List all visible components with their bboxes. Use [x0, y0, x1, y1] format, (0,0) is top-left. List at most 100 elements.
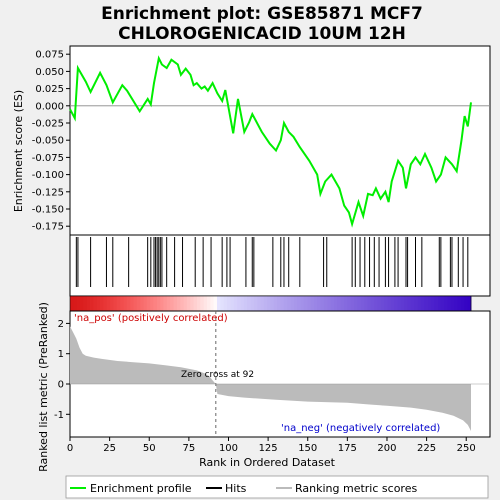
- heatmap-cell: [434, 296, 438, 311]
- heatmap-cell: [370, 296, 375, 311]
- heatmap-cell: [250, 296, 255, 311]
- x-tick-label: 50: [143, 443, 156, 454]
- heatmap-cell: [110, 296, 114, 311]
- heatmap-cell: [380, 296, 385, 311]
- es-ytick-label: -0.050: [32, 136, 64, 147]
- metric-axis-label: Ranked list metric (PreRanked): [37, 302, 50, 472]
- heatmap-cell: [297, 296, 301, 311]
- x-tick-label: 250: [457, 443, 476, 454]
- heatmap-cell: [183, 296, 188, 311]
- heatmap-cell: [233, 296, 238, 311]
- heatmap-cell: [457, 296, 462, 311]
- chart-title-line1: Enrichment plot: GSE85871 MCF7: [101, 4, 423, 24]
- heatmap-cell: [203, 296, 208, 311]
- heatmap-cell: [136, 296, 141, 311]
- heatmap-cell: [364, 296, 368, 311]
- heatmap-cell: [437, 296, 442, 311]
- x-tick-label: 100: [219, 443, 238, 454]
- x-tick-label: 125: [259, 443, 278, 454]
- heatmap-cell: [290, 296, 295, 311]
- heatmap-cell: [357, 296, 362, 311]
- heatmap-cell: [170, 296, 174, 311]
- es-ytick-label: -0.125: [32, 187, 64, 198]
- heatmap-cell: [263, 296, 268, 311]
- heatmap-cell: [253, 296, 258, 311]
- metric-ytick-label: 1: [58, 349, 64, 360]
- heatmap-cell: [344, 296, 348, 311]
- heatmap-cell: [467, 296, 472, 311]
- heatmap-cell: [220, 296, 225, 311]
- rank-heatmap-bar: [69, 295, 472, 312]
- es-ytick-label: 0.075: [35, 50, 64, 61]
- heatmap-cell: [113, 296, 118, 311]
- heatmap-cell: [103, 296, 108, 311]
- heatmap-cell: [303, 296, 308, 311]
- heatmap-cell: [287, 296, 291, 311]
- heatmap-cell: [116, 296, 121, 311]
- heatmap-cell: [180, 296, 185, 311]
- es-ytick-label: 0.000: [35, 101, 64, 112]
- heatmap-cell: [407, 296, 412, 311]
- es-axis-label: Enrichment score (ES): [12, 90, 25, 212]
- heatmap-cell: [237, 296, 241, 311]
- heatmap-cell: [126, 296, 131, 311]
- metric-ytick-label: -1: [54, 410, 64, 421]
- heatmap-cell: [320, 296, 325, 311]
- heatmap-cell: [90, 296, 94, 311]
- heatmap-cell: [390, 296, 395, 311]
- heatmap-cell: [273, 296, 278, 311]
- heatmap-cell: [267, 296, 271, 311]
- heatmap-cell: [440, 296, 445, 311]
- heatmap-cell: [420, 296, 425, 311]
- heatmap-cell: [300, 296, 305, 311]
- heatmap-cell: [454, 296, 459, 311]
- heatmap-cell: [227, 296, 231, 311]
- heatmap-cell: [176, 296, 181, 311]
- heatmap-cell: [230, 296, 235, 311]
- heatmap-cell: [404, 296, 408, 311]
- es-ytick-label: -0.150: [32, 205, 64, 216]
- x-tick-label: 25: [103, 443, 116, 454]
- heatmap-cell: [384, 296, 388, 311]
- heatmap-cell: [367, 296, 372, 311]
- x-tick-label: 75: [183, 443, 196, 454]
- heatmap-cell: [166, 296, 171, 311]
- ranking-metric-area: [70, 326, 471, 431]
- heatmap-cell: [210, 296, 215, 311]
- heatmap-cell: [143, 296, 148, 311]
- heatmap-cell: [217, 296, 221, 311]
- heatmap-cell: [80, 296, 84, 311]
- enrichment-profile-line: [69, 55, 472, 228]
- heatmap-cell: [123, 296, 128, 311]
- legend-hits-label: Hits: [225, 482, 247, 495]
- rank-x-ticks: 0 25 50 75 100 125 150 175 200 225 250: [67, 437, 476, 454]
- heatmap-cell: [83, 296, 88, 311]
- x-tick-label: 200: [377, 443, 396, 454]
- metric-ytick-label: 0: [58, 380, 64, 391]
- heatmap-cell: [400, 296, 405, 311]
- heatmap-cell: [317, 296, 322, 311]
- heatmap-cell: [247, 296, 251, 311]
- heatmap-cell: [293, 296, 298, 311]
- heatmap-cell: [340, 296, 345, 311]
- heatmap-cell: [310, 296, 315, 311]
- heatmap-cell: [130, 296, 134, 311]
- x-tick-label: 225: [417, 443, 436, 454]
- heatmap-cell: [270, 296, 275, 311]
- heatmap-cell: [106, 296, 111, 311]
- heatmap-cell: [417, 296, 422, 311]
- heatmap-cell: [394, 296, 398, 311]
- hit-marks: [75, 237, 469, 287]
- heatmap-cell: [150, 296, 154, 311]
- heatmap-cell: [414, 296, 418, 311]
- heatmap-cell: [283, 296, 288, 311]
- heatmap-cell: [156, 296, 161, 311]
- heatmap-cell: [70, 296, 74, 311]
- heatmap-cell: [163, 296, 168, 311]
- heatmap-cell: [153, 296, 158, 311]
- heatmap-cell: [397, 296, 402, 311]
- heatmap-cell: [354, 296, 358, 311]
- metric-ytick-label: 2: [58, 319, 64, 330]
- heatmap-cell: [190, 296, 195, 311]
